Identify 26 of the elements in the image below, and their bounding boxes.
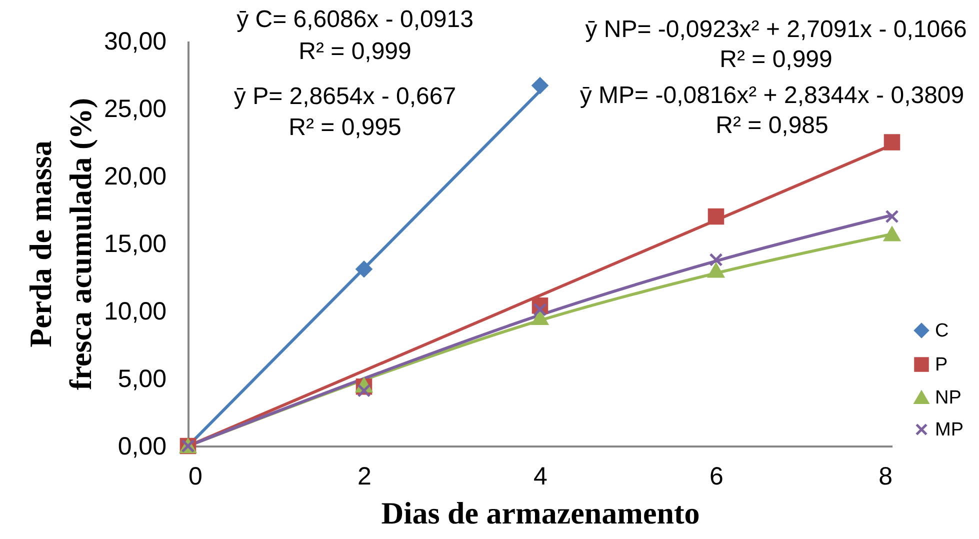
annotation: ȳ NP= -0,0923x² + 2,7091x - 0,1066 [585, 16, 967, 43]
legend-label: MP [935, 420, 964, 440]
y-tick-label: 25,00 [104, 95, 166, 123]
x-tick-label: 4 [534, 462, 548, 490]
y-axis-title: Perda de massa fresca acumulada (%) [22, 98, 98, 390]
annotation: ȳ P= 2,8654x - 0,667 [234, 83, 456, 110]
y-tick-label: 0,00 [118, 432, 166, 460]
x-tick-label: 2 [358, 462, 372, 490]
annotation: R² = 0,985 [716, 112, 828, 139]
legend-label: NP [935, 388, 962, 408]
y-tick-label: 15,00 [104, 230, 166, 258]
y-tick-label: 20,00 [104, 162, 166, 190]
annotation: R² = 0,995 [288, 114, 402, 141]
legend-label: P [935, 354, 948, 376]
y-tick-label: 5,00 [118, 365, 166, 393]
x-tick-label: 0 [188, 462, 202, 490]
legend-label: C [935, 320, 949, 342]
y-tick-label: 10,00 [104, 298, 166, 326]
x-tick-label: 8 [878, 462, 892, 490]
x-axis-title: Dias de armazenamento [381, 496, 700, 530]
text: ȳ C= 6,6086x - 0,0913 [236, 6, 474, 33]
x-tick-label: 6 [710, 462, 724, 490]
annotation: R² = 0,999 [720, 46, 832, 73]
annotation: R² = 0,999 [298, 38, 412, 65]
y-tick-label: 30,00 [104, 28, 166, 56]
annotation: ȳ MP= -0,0816x² + 2,8344x - 0,3809 [580, 82, 964, 109]
